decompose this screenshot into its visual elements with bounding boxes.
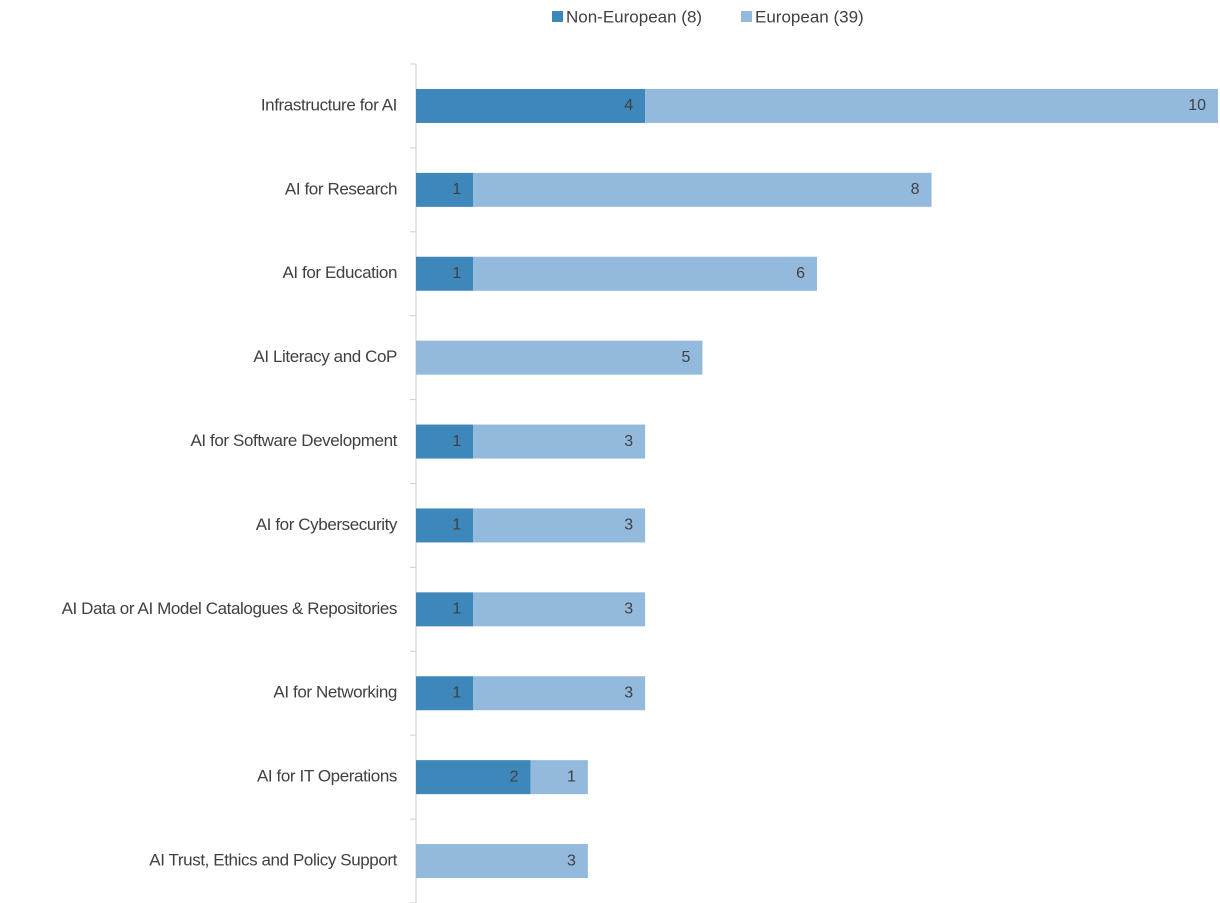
data-label: 3 bbox=[624, 684, 633, 701]
data-label: 5 bbox=[682, 349, 691, 366]
data-label: 3 bbox=[567, 852, 576, 869]
data-label: 1 bbox=[567, 768, 576, 785]
bar-segment bbox=[473, 508, 646, 543]
bar-segment bbox=[473, 592, 646, 627]
data-label: 10 bbox=[1188, 97, 1206, 114]
data-label: 1 bbox=[452, 517, 461, 534]
category-label: AI Data or AI Model Catalogues & Reposit… bbox=[62, 599, 397, 618]
data-label: 4 bbox=[624, 97, 633, 114]
legend-label: Non-European (8) bbox=[566, 7, 702, 26]
category-label: AI for Networking bbox=[273, 683, 397, 702]
data-label: 3 bbox=[624, 517, 633, 534]
data-label: 6 bbox=[796, 265, 805, 282]
bar-segment bbox=[473, 172, 932, 207]
data-label: 3 bbox=[624, 433, 633, 450]
bar-segment bbox=[645, 88, 1218, 123]
category-label: AI Literacy and CoP bbox=[253, 347, 397, 366]
data-label: 3 bbox=[624, 601, 633, 618]
data-label: 2 bbox=[510, 768, 519, 785]
legend-swatch bbox=[552, 11, 563, 22]
category-label: AI for IT Operations bbox=[257, 767, 397, 786]
legend-swatch bbox=[741, 11, 752, 22]
bar-segment bbox=[416, 760, 531, 795]
bar-segment bbox=[416, 172, 474, 207]
data-label: 1 bbox=[452, 181, 461, 198]
bar-segment bbox=[416, 844, 588, 879]
bar-segment bbox=[473, 256, 817, 291]
bar-segment bbox=[416, 508, 474, 543]
data-label: 1 bbox=[452, 601, 461, 618]
category-label: AI for Software Development bbox=[190, 431, 397, 450]
category-label: AI Trust, Ethics and Policy Support bbox=[149, 851, 397, 870]
data-label: 1 bbox=[452, 684, 461, 701]
data-label: 1 bbox=[452, 433, 461, 450]
legend-label: European (39) bbox=[755, 7, 864, 26]
bar-segment bbox=[416, 340, 703, 375]
bar-segment bbox=[530, 760, 588, 795]
data-label: 1 bbox=[452, 265, 461, 282]
bar-segment bbox=[416, 424, 474, 459]
category-label: AI for Education bbox=[282, 263, 397, 282]
data-label: 8 bbox=[911, 181, 920, 198]
bar-segment bbox=[473, 676, 646, 711]
category-label: AI for Research bbox=[285, 179, 397, 198]
bar-segment bbox=[416, 88, 646, 123]
bar-segment bbox=[473, 424, 646, 459]
bar-segment bbox=[416, 256, 474, 291]
bar-segment bbox=[416, 676, 474, 711]
category-label: Infrastructure for AI bbox=[261, 95, 397, 114]
category-label: AI for Cybersecurity bbox=[256, 515, 398, 534]
bar-segment bbox=[416, 592, 474, 627]
